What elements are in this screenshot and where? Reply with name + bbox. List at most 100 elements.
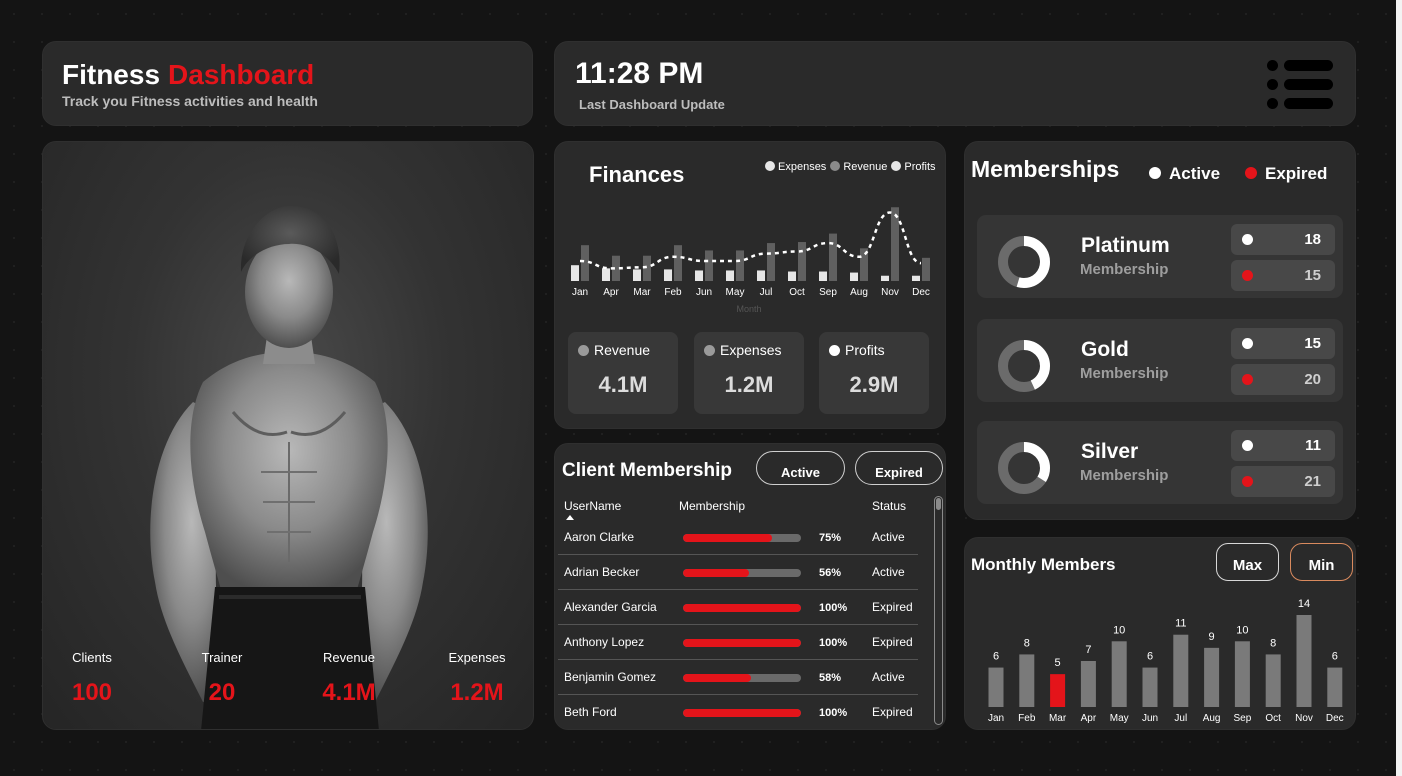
col-membership[interactable]: Membership xyxy=(679,499,746,513)
table-row[interactable]: Anthony Lopez 100% Expired xyxy=(558,625,918,660)
expired-filter-button[interactable]: Expired xyxy=(855,451,943,485)
row-percent: 100% xyxy=(819,637,848,649)
x-tick-label: Jun xyxy=(1142,713,1158,724)
hero-card: Clients 100 Trainer 20 Revenue 4.1M Expe… xyxy=(42,141,534,730)
expense-bar xyxy=(912,275,920,281)
row-status: Active xyxy=(872,670,905,684)
row-percent: 100% xyxy=(819,707,848,719)
data-label: 6 xyxy=(993,651,999,663)
x-tick-label: Apr xyxy=(603,287,619,298)
legend-expired[interactable]: Expired xyxy=(1245,164,1327,184)
revenue-bar xyxy=(643,255,651,281)
revenue-bar xyxy=(581,245,589,281)
expense-bar xyxy=(695,270,703,281)
expired-count: 21 xyxy=(1231,466,1335,497)
revenue-bar xyxy=(798,242,806,281)
dot-icon xyxy=(1242,374,1253,385)
active-count: 11 xyxy=(1231,430,1335,461)
month-bar xyxy=(1234,641,1250,707)
hamburger-list-icon[interactable] xyxy=(1267,60,1333,110)
stat-value: 20 xyxy=(208,679,236,706)
tier-platinum[interactable]: Platinum Membership 18 15 xyxy=(977,215,1343,298)
table-row[interactable]: Aaron Clarke 75% Active xyxy=(558,520,918,555)
month-bar xyxy=(1080,661,1096,707)
table-row[interactable]: Adrian Becker 56% Active xyxy=(558,555,918,590)
table-row[interactable]: Benjamin Gomez 58% Active xyxy=(558,660,918,695)
data-label: 10 xyxy=(1236,624,1248,636)
month-bar xyxy=(988,667,1004,707)
col-status[interactable]: Status xyxy=(872,499,907,513)
window-edge xyxy=(1396,0,1402,776)
active-filter-button[interactable]: Active xyxy=(756,451,845,485)
legend-active[interactable]: Active xyxy=(1149,164,1220,184)
progress-fill xyxy=(683,604,801,612)
finances-title: Finances xyxy=(589,162,685,187)
tier-silver[interactable]: Silver Membership 11 21 xyxy=(977,421,1343,504)
update-time: 11:28 PM xyxy=(575,57,704,90)
tier-name: Platinum xyxy=(1081,234,1170,257)
donut-active-segment xyxy=(998,340,1050,392)
stat-revenue: Revenue 4.1M xyxy=(294,650,404,707)
row-status: Active xyxy=(872,530,905,544)
dot-icon xyxy=(704,345,715,356)
x-tick-label: Nov xyxy=(881,287,899,298)
kpi-label: Revenue xyxy=(578,342,650,358)
x-tick-label: Sep xyxy=(1234,713,1252,724)
stat-value: 100 xyxy=(71,679,113,706)
legend-expenses[interactable]: Expenses xyxy=(765,161,826,173)
tier-name: Gold xyxy=(1081,338,1129,361)
min-button[interactable]: Min xyxy=(1290,543,1353,581)
x-tick-label: May xyxy=(1110,713,1129,724)
data-label: 8 xyxy=(1270,637,1276,649)
x-tick-label: Feb xyxy=(1018,713,1036,724)
expired-count: 15 xyxy=(1231,260,1335,291)
max-button[interactable]: Max xyxy=(1216,543,1279,581)
table-scrollbar[interactable] xyxy=(934,496,943,725)
tier-sub: Membership xyxy=(1080,467,1169,484)
membership-progress xyxy=(683,639,801,647)
row-status: Expired xyxy=(872,600,913,614)
page-subtitle: Track you Fitness activities and health xyxy=(62,93,318,109)
kpi-value: 4.1M xyxy=(598,372,648,397)
stat-label: Expenses xyxy=(448,650,506,665)
revenue-bar xyxy=(860,248,868,281)
dot-icon xyxy=(1149,167,1161,179)
x-axis-label: Month xyxy=(736,304,761,314)
x-tick-label: Feb xyxy=(664,287,682,298)
membership-progress xyxy=(683,534,801,542)
dot-icon xyxy=(1242,234,1253,245)
table-row[interactable]: Beth Ford 100% Expired xyxy=(558,695,918,729)
x-tick-label: Mar xyxy=(1049,713,1067,724)
dot-icon xyxy=(829,345,840,356)
expense-bar xyxy=(602,268,610,281)
month-bar xyxy=(1050,674,1066,707)
title-red: Dashboard xyxy=(168,59,315,90)
stat-label: Clients xyxy=(72,650,112,665)
legend-profits[interactable]: Profits xyxy=(891,161,936,173)
month-bar xyxy=(1173,634,1189,707)
kpi-profits: Profits 2.9M xyxy=(819,332,929,414)
stat-trainer: Trainer 20 xyxy=(167,650,277,707)
kpi-value: 1.2M xyxy=(724,372,774,397)
data-label: 9 xyxy=(1209,631,1215,643)
x-tick-label: Oct xyxy=(1265,713,1281,724)
monthly-members-card: Monthly Members Max Min 6 Jan 8 Feb 5 Mar 7 Apr… xyxy=(964,537,1356,730)
kpi-label: Profits xyxy=(829,342,885,358)
stat-label: Trainer xyxy=(201,650,243,665)
row-username: Anthony Lopez xyxy=(564,635,645,649)
legend-revenue[interactable]: Revenue xyxy=(830,161,887,173)
row-username: Adrian Becker xyxy=(564,565,640,579)
col-username[interactable]: UserName xyxy=(564,499,622,513)
x-tick-label: Jan xyxy=(988,713,1004,724)
progress-fill xyxy=(683,569,750,577)
dot-icon xyxy=(1242,476,1253,487)
data-label: 6 xyxy=(1332,651,1338,663)
dot-icon xyxy=(1245,167,1257,179)
x-tick-label: Nov xyxy=(1295,713,1313,724)
tier-gold[interactable]: Gold Membership 15 20 xyxy=(977,319,1343,402)
scrollbar-thumb[interactable] xyxy=(936,498,941,510)
stat-clients: Clients 100 xyxy=(43,650,147,707)
data-label: 14 xyxy=(1298,598,1310,610)
table-row[interactable]: Alexander Garcia 100% Expired xyxy=(558,590,918,625)
finances-card: Finances Expenses Revenue Profits Jan Apr… xyxy=(554,141,946,429)
